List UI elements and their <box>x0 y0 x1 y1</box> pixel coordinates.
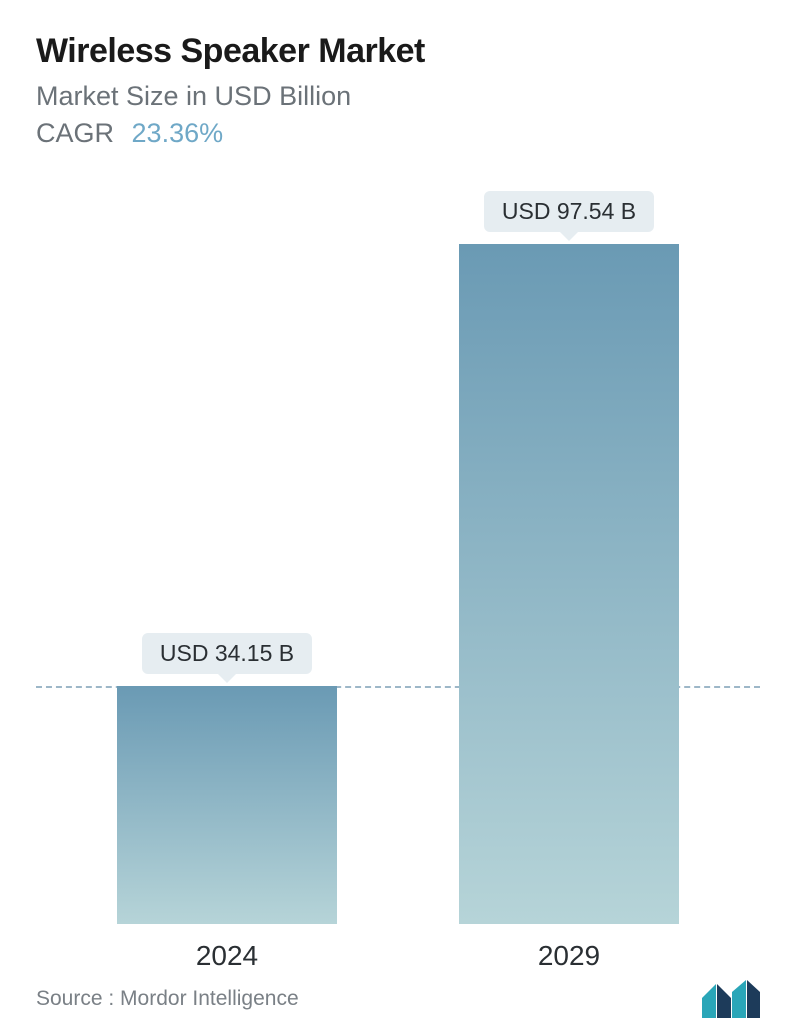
bar-0 <box>117 686 337 924</box>
bar-row: USD 34.15 B USD 97.54 B <box>36 190 760 924</box>
x-label-1: 2029 <box>459 940 679 972</box>
cagr-line: CAGR 23.36% <box>36 118 760 149</box>
bar-1 <box>459 244 679 924</box>
brand-logo-icon <box>702 980 760 1018</box>
value-badge-1: USD 97.54 B <box>484 191 654 232</box>
source-text: Source : Mordor Intelligence <box>36 987 299 1011</box>
x-axis-labels: 2024 2029 <box>36 940 760 972</box>
cagr-label: CAGR <box>36 118 114 148</box>
chart-title: Wireless Speaker Market <box>36 32 760 71</box>
x-label-0: 2024 <box>117 940 337 972</box>
value-badge-0: USD 34.15 B <box>142 633 312 674</box>
bar-group-0: USD 34.15 B <box>117 686 337 924</box>
bar-group-1: USD 97.54 B <box>459 244 679 924</box>
chart-footer: Source : Mordor Intelligence <box>36 980 760 1018</box>
chart-plot-area: USD 34.15 B USD 97.54 B <box>36 190 760 924</box>
cagr-value: 23.36% <box>132 118 224 148</box>
chart-subtitle: Market Size in USD Billion <box>36 81 760 112</box>
